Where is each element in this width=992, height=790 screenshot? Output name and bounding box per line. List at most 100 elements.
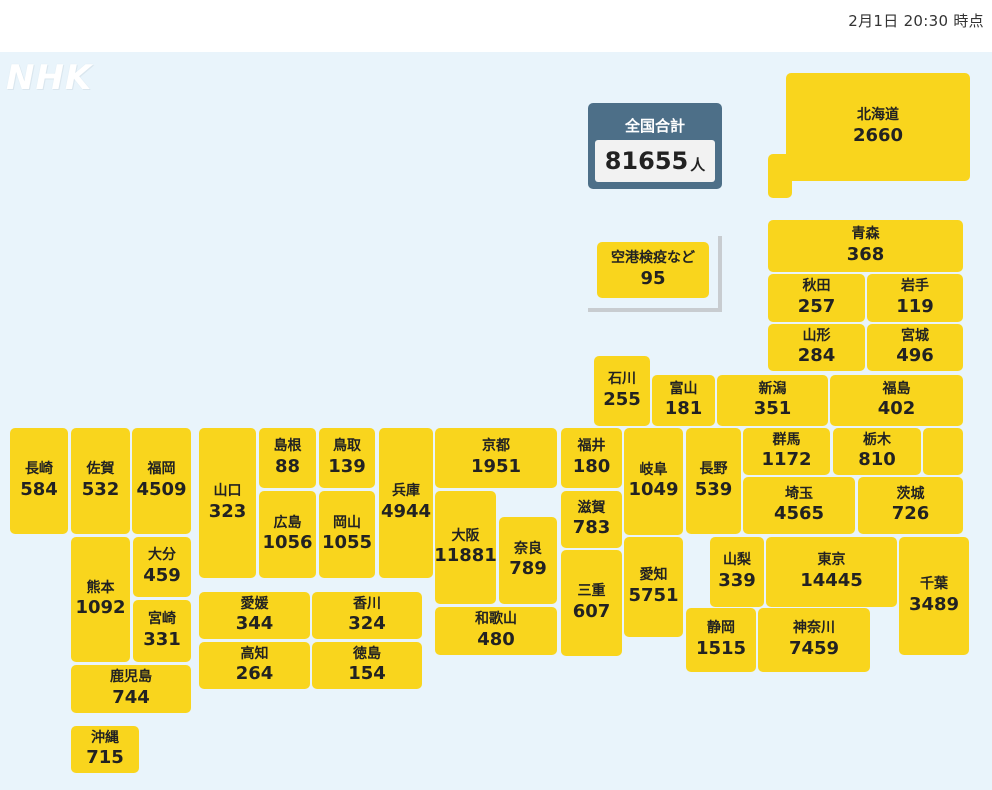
prefecture-cell[interactable]: 山口 323	[199, 428, 256, 578]
prefecture-count: 1951	[470, 455, 522, 477]
prefecture-count: 323	[208, 500, 247, 522]
prefecture-cell[interactable]: 福井 180	[561, 428, 622, 488]
national-total-label: 全国合計	[624, 117, 685, 135]
airport-quarantine-count: 95	[640, 267, 666, 289]
prefecture-cell[interactable]: 京都 1951	[435, 428, 557, 488]
prefecture-cell[interactable]: 愛媛 344	[199, 592, 310, 639]
prefecture-count: 715	[86, 747, 124, 768]
prefecture-cell[interactable]: 埼玉 4565	[743, 477, 855, 534]
airport-quarantine-cell[interactable]: 空港検疫など 95	[597, 242, 709, 298]
prefecture-name: 高知	[240, 645, 269, 662]
nhk-logo: NHK	[6, 58, 93, 98]
prefecture-cell[interactable]: 静岡 1515	[686, 608, 756, 672]
prefecture-cell[interactable]: 広島 1056	[259, 491, 316, 578]
prefecture-count: 459	[143, 564, 181, 586]
prefecture-cell[interactable]: 長崎 584	[10, 428, 68, 534]
prefecture-count: 810	[858, 449, 896, 470]
prefecture-name: 熊本	[86, 579, 115, 596]
prefecture-count: 139	[328, 455, 366, 477]
prefecture-name: 神奈川	[793, 620, 835, 636]
prefecture-cell[interactable]: 三重 607	[561, 550, 622, 656]
prefecture-cell[interactable]: 石川 255	[594, 356, 650, 426]
prefecture-name: 北海道	[857, 107, 899, 123]
prefecture-cell[interactable]: 青森 368	[768, 220, 963, 272]
prefecture-cell[interactable]: 長野 539	[686, 428, 741, 534]
prefecture-count: 1172	[761, 449, 812, 470]
prefecture-cell[interactable]: 茨城 726	[858, 477, 963, 534]
prefecture-cell[interactable]: 滋賀 783	[561, 491, 622, 548]
prefecture-name: 愛媛	[240, 595, 269, 612]
prefecture-name: 茨城	[896, 485, 925, 502]
prefecture-cell[interactable]: 山梨 339	[710, 537, 764, 607]
prefecture-cell[interactable]: 群馬 1172	[743, 428, 830, 475]
prefecture-cell[interactable]: 兵庫 4944	[379, 428, 433, 578]
prefecture-cell[interactable]: 愛知 5751	[624, 537, 683, 637]
prefecture-count: 11881	[434, 545, 497, 566]
prefecture-count: 480	[477, 628, 515, 650]
prefecture-cell[interactable]: 高知 264	[199, 642, 310, 689]
prefecture-count: 726	[891, 503, 930, 524]
prefecture-cell[interactable]: 富山 181	[652, 375, 715, 426]
prefecture-name: 大分	[148, 547, 176, 563]
prefecture-count: 607	[572, 600, 611, 622]
prefecture-count: 789	[509, 558, 547, 579]
prefecture-cell[interactable]: 福島 402	[830, 375, 963, 426]
prefecture-count: 88	[274, 455, 301, 477]
prefecture-cell[interactable]: 岐阜 1049	[624, 428, 683, 535]
prefecture-cell[interactable]: 奈良 789	[499, 517, 557, 604]
airport-quarantine-name: 空港検疫など	[611, 250, 695, 266]
prefecture-count: 257	[797, 295, 836, 317]
prefecture-cell[interactable]: 島根 88	[259, 428, 316, 488]
prefecture-cell[interactable]: 鹿児島 744	[71, 665, 191, 713]
prefecture-cell[interactable]: 大分 459	[133, 537, 191, 597]
prefecture-count: 4944	[380, 500, 432, 522]
prefecture-name: 佐賀	[86, 461, 115, 477]
prefecture-name: 富山	[669, 380, 698, 397]
prefecture-cell[interactable]: 宮崎 331	[133, 600, 191, 662]
prefecture-count: 324	[348, 613, 386, 634]
prefecture-cell[interactable]: 栃木 810	[833, 428, 921, 475]
prefecture-name: 鹿児島	[110, 669, 152, 685]
prefecture-count: 584	[20, 478, 58, 500]
prefecture-cell[interactable]: 東京 14445	[766, 537, 897, 607]
prefecture-cell[interactable]: 岩手 119	[867, 274, 963, 322]
national-total-box: 全国合計 81655 人	[588, 103, 722, 189]
prefecture-cell[interactable]: 山形 284	[768, 324, 865, 371]
prefecture-name: 福井	[577, 438, 606, 454]
prefecture-count: 496	[896, 345, 934, 366]
prefecture-cell[interactable]: 佐賀 532	[71, 428, 130, 534]
prefecture-cell[interactable]: 千葉 3489	[899, 537, 969, 655]
prefecture-cell[interactable]: 徳島 154	[312, 642, 422, 689]
prefecture-count: 284	[797, 345, 836, 366]
prefecture-name: 静岡	[707, 620, 735, 636]
prefecture-cell[interactable]: 沖縄 715	[71, 726, 139, 773]
prefecture-count: 539	[694, 478, 733, 500]
prefecture-name: 岩手	[901, 278, 929, 294]
prefecture-cell[interactable]: 新潟 351	[717, 375, 828, 426]
prefecture-name: 滋賀	[577, 499, 606, 516]
prefecture-count: 3489	[908, 593, 960, 615]
prefecture-cell[interactable]: 熊本 1092	[71, 537, 130, 662]
prefecture-name: 長崎	[25, 461, 53, 477]
prefecture-cell[interactable]: 香川 324	[312, 592, 422, 639]
prefecture-cell[interactable]: 北海道 2660	[786, 73, 970, 181]
prefecture-cell[interactable]: 宮城 496	[867, 324, 963, 371]
prefecture-cell[interactable]: 鳥取 139	[319, 428, 375, 488]
prefecture-count: 351	[753, 398, 792, 419]
prefecture-name: 山梨	[723, 552, 751, 568]
prefecture-cell[interactable]: 大阪 11881	[434, 491, 497, 604]
prefecture-name: 群馬	[772, 431, 801, 448]
prefecture-name: 福島	[882, 380, 911, 397]
prefecture-cell[interactable]: 神奈川 7459	[758, 608, 870, 672]
prefecture-cell[interactable]: 秋田 257	[768, 274, 865, 322]
prefecture-cell[interactable]: 岡山 1055	[319, 491, 375, 578]
prefecture-name: 栃木	[863, 431, 891, 448]
prefecture-name: 京都	[482, 438, 510, 454]
prefecture-count: 14445	[800, 569, 863, 591]
prefecture-name: 三重	[577, 583, 606, 599]
prefecture-count: 5751	[628, 584, 679, 606]
prefecture-count: 4509	[136, 478, 187, 500]
prefecture-cell[interactable]: 福岡 4509	[132, 428, 191, 534]
prefecture-cell[interactable]: 和歌山 480	[435, 607, 557, 655]
national-total-value-box: 81655 人	[595, 140, 715, 182]
